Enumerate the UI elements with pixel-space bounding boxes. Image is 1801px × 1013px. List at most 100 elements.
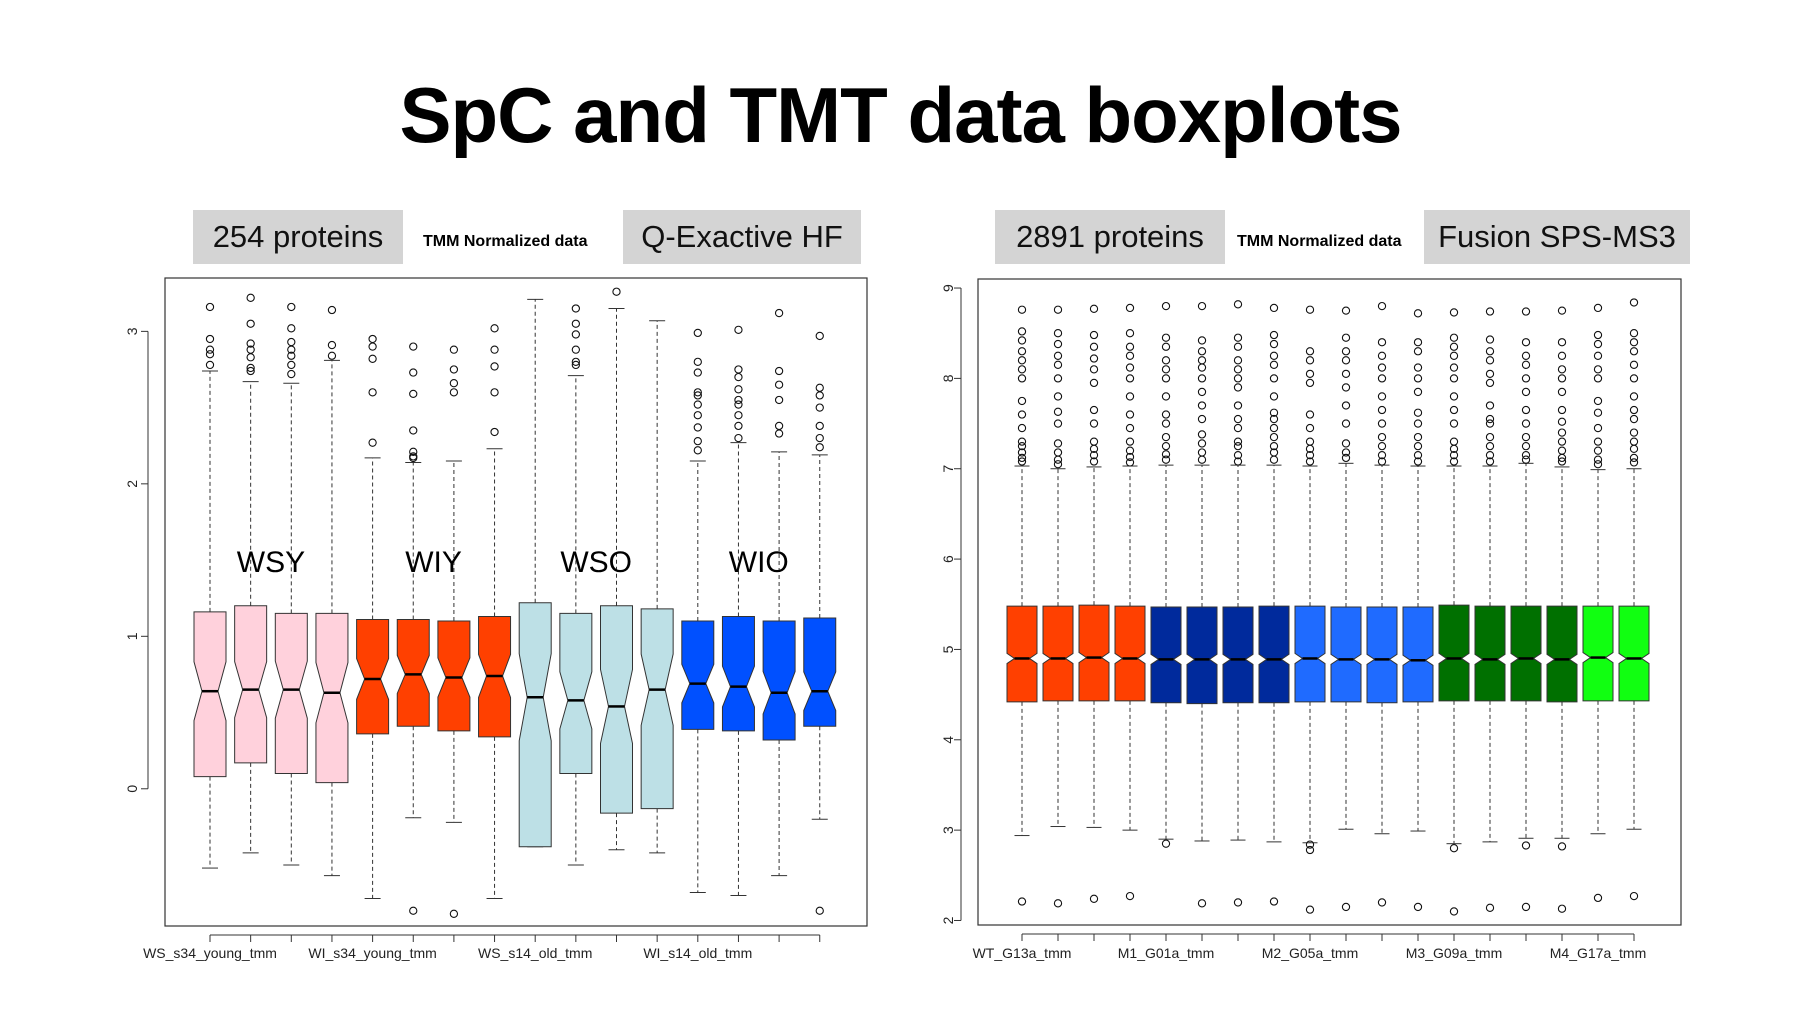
box — [1330, 606, 1362, 703]
outlier-point — [1485, 903, 1495, 912]
group-label: WIO — [729, 546, 789, 579]
outlier-point — [1125, 437, 1135, 446]
box — [1510, 605, 1542, 702]
boxplot-chart-left: 0 1 2 3 WS_s34_young_tmm WI_s34_young_tmm WS_s… — [124, 277, 868, 961]
box — [396, 619, 430, 727]
outlier-point — [1269, 455, 1279, 464]
outlier-point — [368, 354, 377, 363]
outlier-point — [1161, 455, 1171, 464]
outlier-point — [1305, 451, 1315, 460]
outlier-point — [774, 380, 784, 389]
outlier-point — [1521, 351, 1531, 360]
box — [1006, 605, 1038, 703]
outlier-point — [1161, 432, 1171, 442]
outlier-point — [246, 353, 255, 362]
group-label: WSY — [237, 546, 305, 579]
outlier-point — [734, 365, 743, 374]
outlier-point — [1449, 907, 1459, 916]
outlier-point — [1017, 365, 1027, 374]
outlier-point — [1377, 419, 1387, 428]
outlier-point — [1413, 387, 1423, 397]
outlier-point — [1053, 339, 1063, 349]
outlier-point — [1485, 335, 1495, 344]
outlier-point — [774, 421, 784, 431]
box — [1582, 605, 1614, 702]
outlier-point — [1089, 365, 1099, 374]
outlier-point — [1377, 351, 1387, 360]
outlier-point — [815, 403, 824, 412]
outlier-point — [1053, 448, 1063, 457]
outlier-point — [1305, 305, 1315, 314]
outlier-point — [1377, 392, 1387, 401]
outlier-point — [1485, 347, 1495, 356]
outlier-point — [1053, 407, 1063, 416]
outlier-point — [693, 400, 702, 409]
outlier-point — [1125, 342, 1135, 351]
box — [762, 620, 796, 741]
outlier-point — [205, 345, 215, 354]
outlier-point — [1449, 437, 1459, 446]
outlier-point — [1629, 414, 1639, 424]
outlier-point — [1305, 378, 1315, 388]
outlier-point — [1341, 306, 1351, 315]
outlier-point — [1017, 410, 1027, 419]
outlier-point — [1161, 365, 1171, 374]
outlier-point — [1305, 437, 1315, 446]
outlier-point — [1593, 408, 1603, 417]
outlier-point — [734, 385, 743, 394]
outlier-point — [1053, 899, 1063, 908]
outlier-point — [1269, 408, 1279, 417]
outlier-point — [205, 334, 215, 344]
outlier-point — [734, 395, 743, 405]
outlier-point — [1233, 457, 1243, 466]
plot-frame — [977, 278, 1682, 926]
outlier-point — [1125, 374, 1135, 383]
outlier-point — [1413, 451, 1423, 460]
outlier-point — [1629, 437, 1639, 446]
outlier-point — [1017, 396, 1027, 406]
outlier-point — [1125, 303, 1135, 313]
outlier-point — [1521, 338, 1531, 347]
outlier-point — [1521, 307, 1531, 316]
outlier-point — [1305, 356, 1315, 365]
outlier-point — [1197, 363, 1207, 372]
outlier-point — [1593, 396, 1603, 406]
outlier-point — [1521, 419, 1531, 428]
outlier-point — [1089, 378, 1099, 388]
outlier-point — [1017, 453, 1027, 463]
outlier-point — [1557, 351, 1567, 360]
outlier-point — [1629, 360, 1639, 369]
outlier-point — [571, 357, 580, 367]
outlier-point — [1269, 339, 1279, 349]
outlier-point — [1125, 423, 1135, 433]
outlier-point — [1161, 356, 1171, 365]
instrument-badge-left: Q-Exactive HF — [623, 210, 861, 264]
outlier-point — [1629, 444, 1639, 454]
outlier-point — [1089, 451, 1099, 460]
outlier-point — [1485, 414, 1495, 424]
outlier-point — [693, 436, 702, 446]
outlier-point — [1629, 347, 1639, 356]
outlier-point — [1161, 410, 1171, 419]
outlier-point — [1233, 342, 1243, 351]
outlier-point — [1341, 383, 1351, 392]
outlier-point — [1053, 439, 1063, 448]
outlier-point — [1197, 336, 1207, 345]
outlier-point — [1125, 458, 1135, 467]
y-tick-label: 8 — [940, 374, 956, 382]
outlier-point — [1593, 437, 1603, 446]
outlier-point — [1413, 419, 1423, 428]
outlier-point — [1017, 897, 1027, 906]
outlier-point — [734, 400, 743, 409]
outlier-point — [1341, 419, 1351, 428]
box — [193, 611, 227, 778]
outlier-point — [1485, 369, 1495, 379]
outlier-point — [571, 360, 580, 370]
outlier-point — [815, 331, 824, 341]
outlier-point — [693, 446, 702, 455]
outlier-point — [1449, 363, 1459, 372]
outlier-point — [1125, 351, 1135, 360]
outlier-point — [1053, 360, 1063, 369]
outlier-point — [1197, 301, 1207, 311]
